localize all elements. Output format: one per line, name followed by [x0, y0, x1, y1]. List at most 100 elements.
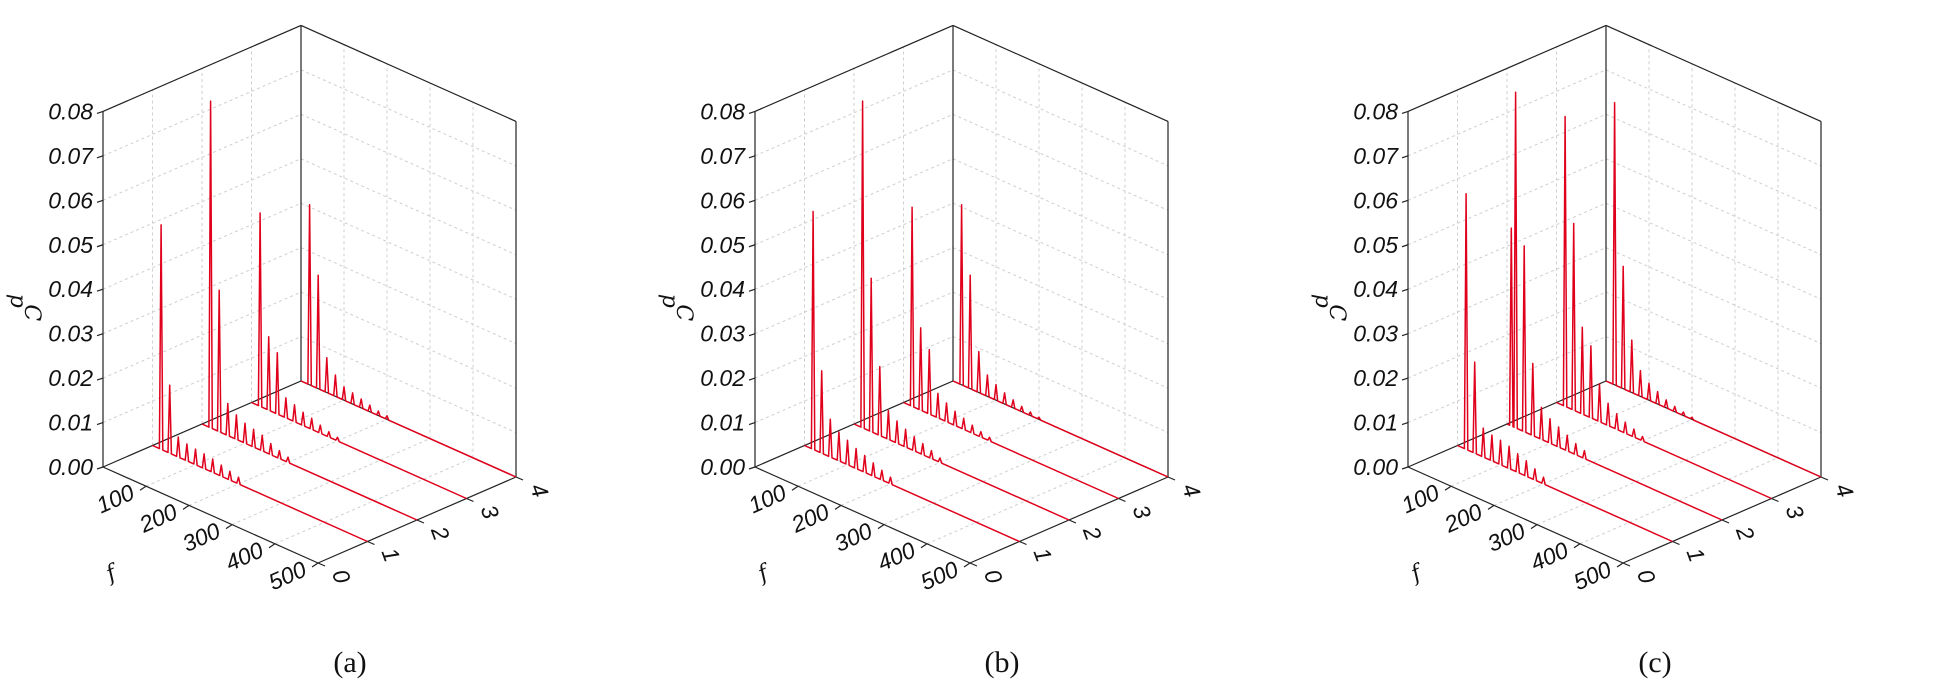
grid-line	[952, 202, 1169, 300]
z-tick-label: 0.02	[1353, 365, 1398, 391]
z-tick-label: 0.04	[48, 276, 93, 302]
z-axis-label-subscript: p	[5, 294, 30, 308]
grid-line	[300, 336, 517, 434]
grid-line	[300, 247, 517, 345]
series-line-2	[853, 100, 1070, 521]
y-tick-mark	[367, 540, 375, 546]
frame-edge	[1407, 24, 1607, 112]
grid-line	[797, 399, 997, 487]
series-line-3	[1556, 115, 1772, 500]
x-axis-label: f	[753, 559, 776, 588]
z-tick-mark	[748, 244, 756, 248]
grid-line	[1605, 202, 1822, 300]
x-tick-mark	[311, 562, 319, 568]
grid-line	[952, 158, 1169, 256]
x-tick-mark	[834, 504, 842, 510]
z-tick-label: 0.05	[1353, 232, 1398, 258]
grid-line	[300, 202, 517, 300]
y-tick-label: 1	[377, 544, 406, 565]
x-tick-label: 400	[1526, 537, 1572, 576]
grid-line	[1407, 291, 1607, 379]
y-tick-label: 3	[476, 501, 505, 522]
y-tick-mark	[515, 476, 524, 481]
y-tick-mark	[1820, 476, 1829, 481]
x-tick-mark	[1530, 524, 1538, 530]
z-tick-mark	[748, 466, 756, 470]
z-tick-mark	[748, 421, 756, 426]
z-tick-label: 0.05	[700, 232, 745, 258]
z-tick-label: 0.06	[700, 187, 745, 213]
z-tick-label: 0.07	[1353, 143, 1399, 169]
z-axis-label: C	[671, 304, 696, 321]
z-tick-label: 0.08	[700, 98, 745, 124]
z-tick-label: 0.01	[1353, 410, 1398, 436]
y-tick-label: 2	[1078, 522, 1107, 544]
grid-line	[300, 69, 517, 167]
x-tick-mark	[963, 562, 971, 568]
grid-line	[102, 202, 302, 290]
z-tick-mark	[96, 333, 104, 337]
chart-panel-3: 0.000.010.020.030.040.050.060.070.081002…	[1310, 24, 1859, 679]
x-tick-label: 300	[178, 517, 224, 556]
grid-line	[300, 113, 517, 211]
z-tick-label: 0.03	[1353, 321, 1398, 347]
series-line-3	[251, 212, 467, 500]
z-tick-label: 0.06	[1353, 187, 1398, 213]
z-tick-mark	[748, 333, 756, 337]
grid-line	[102, 291, 302, 379]
x-tick-label: 300	[830, 517, 876, 556]
series-line-4	[300, 204, 517, 478]
z-tick-mark	[748, 288, 756, 292]
frame-edge	[1605, 24, 1822, 122]
grid-line	[754, 202, 954, 290]
x-tick-mark	[1573, 543, 1581, 549]
z-tick-mark	[748, 155, 756, 159]
y-tick-mark	[969, 562, 978, 567]
z-tick-mark	[1401, 199, 1409, 203]
z-tick-mark	[1401, 110, 1409, 114]
z-tick-mark	[96, 466, 104, 470]
series-line-4	[1605, 101, 1822, 478]
y-tick-mark	[416, 519, 425, 524]
z-axis-label-subscript: p	[1310, 294, 1335, 308]
grid-line	[1605, 158, 1822, 256]
x-tick-label: 100	[744, 479, 790, 518]
panel-label: (b)	[985, 646, 1020, 679]
x-axis-label: f	[101, 559, 124, 588]
x-axis-line	[102, 466, 319, 564]
z-tick-mark	[96, 288, 104, 292]
x-tick-mark	[1487, 504, 1495, 510]
y-tick-label: 3	[1781, 501, 1810, 522]
z-tick-mark	[748, 199, 756, 203]
z-tick-mark	[1401, 377, 1409, 381]
z-tick-label: 0.07	[48, 143, 94, 169]
series-line-2	[201, 100, 418, 521]
z-tick-label: 0.01	[700, 410, 745, 436]
series-line-1	[1457, 193, 1673, 543]
panel-label: (c)	[1638, 646, 1671, 679]
z-tick-mark	[1401, 466, 1409, 470]
y-tick-label: 3	[1128, 501, 1157, 522]
x-tick-label: 100	[92, 479, 138, 518]
z-tick-mark	[1401, 244, 1409, 248]
z-tick-mark	[748, 110, 756, 114]
x-tick-label: 300	[1483, 517, 1529, 556]
x-tick-mark	[920, 543, 928, 549]
series-line-1	[804, 210, 1020, 543]
x-tick-label: 400	[221, 537, 267, 576]
y-tick-label: 2	[426, 522, 455, 544]
x-tick-label: 200	[134, 498, 181, 538]
grid-line	[102, 69, 302, 157]
x-tick-mark	[1616, 562, 1624, 568]
y-tick-mark	[1672, 540, 1680, 546]
z-tick-label: 0.08	[1353, 98, 1398, 124]
x-tick-label: 500	[916, 556, 962, 595]
y-tick-label: 4	[1177, 480, 1206, 501]
y-tick-label: 4	[1830, 480, 1859, 501]
z-tick-label: 0.00	[1353, 454, 1398, 480]
z-tick-label: 0.02	[48, 365, 93, 391]
z-tick-mark	[748, 377, 756, 381]
y-tick-label: 1	[1029, 544, 1058, 565]
x-axis-line	[754, 466, 971, 564]
grid-line	[754, 69, 954, 157]
